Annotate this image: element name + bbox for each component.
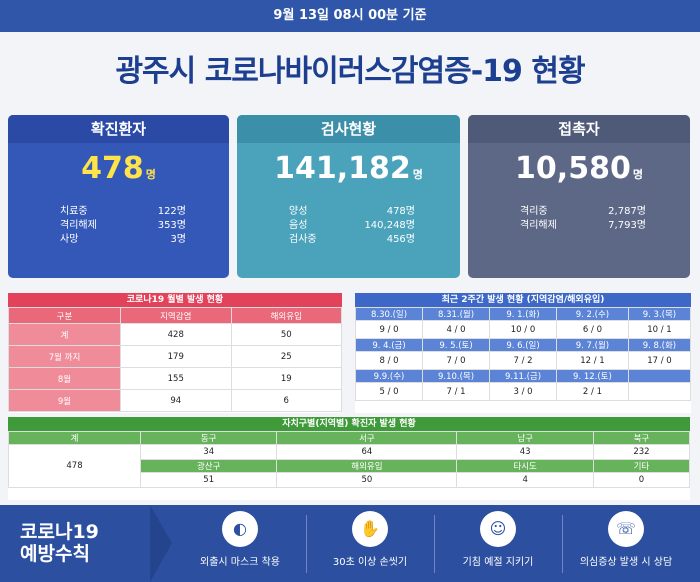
prevention-title: 코로나19 예방수칙 bbox=[20, 521, 99, 565]
table-header: 남구 bbox=[456, 431, 594, 445]
table-header: 타시도 bbox=[456, 459, 594, 473]
value-cell: 50 bbox=[276, 472, 458, 488]
value-cell: 17 / 0 bbox=[627, 351, 692, 370]
confirmed-card: 확진환자 478 명 치료중 122명 격리해제 353명 사망 3명 bbox=[8, 115, 229, 278]
page-title: 광주시 코로나바이러스감염증-19 현황 bbox=[115, 54, 585, 89]
card-title: 확진환자 bbox=[8, 115, 229, 143]
stat-row: 격리중 2,787명 bbox=[520, 206, 646, 217]
stat-row: 격리해제 7,793명 bbox=[520, 220, 646, 231]
table-header: 기타 bbox=[592, 459, 691, 473]
divider bbox=[434, 515, 435, 573]
handwash-icon: ✋ bbox=[352, 511, 388, 547]
confirmed-total: 478 명 bbox=[81, 151, 156, 186]
monthly-title: 코로나19 월별 발생 현황 bbox=[8, 293, 342, 307]
table-row: 계 428 50 bbox=[8, 323, 342, 346]
divider bbox=[306, 515, 307, 573]
stat-row: 격리해제 353명 bbox=[60, 220, 186, 231]
value-cell: 34 bbox=[139, 444, 278, 460]
divider bbox=[562, 515, 563, 573]
value-cell: 12 / 1 bbox=[556, 351, 629, 370]
date-cell: 9. 1.(화) bbox=[489, 307, 557, 321]
tests-card: 검사현황 141,182 명 양성 478명 음성 140,248명 검사중 456명 bbox=[237, 115, 460, 278]
date-cell: 9. 3.(목) bbox=[627, 307, 692, 321]
date-cell: 9. 6.(일) bbox=[489, 338, 557, 352]
value-cell: 64 bbox=[276, 444, 458, 460]
table-row: 8월 155 19 bbox=[8, 367, 342, 390]
date-cell: 9. 4.(금) bbox=[355, 338, 423, 352]
table-header: 북구 bbox=[592, 431, 691, 445]
date-cell: 9. 12.(토) bbox=[556, 369, 629, 383]
value-cell: 9 / 0 bbox=[355, 320, 423, 339]
card-title: 접촉자 bbox=[468, 115, 690, 143]
value-cell: 3 / 0 bbox=[489, 382, 557, 401]
value-cell: 6 / 0 bbox=[556, 320, 629, 339]
tip-phone: ☏ 의심증상 발생 시 상담 bbox=[562, 511, 690, 579]
value-cell: 10 / 0 bbox=[489, 320, 557, 339]
value-cell: 43 bbox=[456, 444, 594, 460]
monthly-table: 코로나19 월별 발생 현황 구분 지역감염 해외유입 계 428 50 7월 까지 17… bbox=[8, 293, 342, 413]
empty-cell bbox=[627, 369, 692, 383]
date-cell: 9. 8.(화) bbox=[627, 338, 692, 352]
tip-mask: ◐ 외출시 마스크 착용 bbox=[176, 511, 304, 579]
card-title: 검사현황 bbox=[237, 115, 460, 143]
table-header: 광산구 bbox=[139, 459, 278, 473]
weekly-table: 최근 2주간 발생 현황 (지역감염/해외유입) 8.30.(일) 8.31.(월… bbox=[355, 293, 692, 413]
date-cell: 8.30.(일) bbox=[355, 307, 423, 321]
stat-row: 양성 478명 bbox=[289, 206, 415, 217]
value-cell: 0 bbox=[592, 472, 691, 488]
district-total: 478 bbox=[8, 444, 141, 488]
table-header: 동구 bbox=[139, 431, 278, 445]
cough-icon: ☺ bbox=[480, 511, 516, 547]
table-header: 지역감염 bbox=[120, 307, 232, 324]
date-cell: 9. 5.(토) bbox=[422, 338, 490, 352]
district-table: 자치구별(지역별) 확진자 발생 현황 계 동구 서구 남구 북구 478 34… bbox=[8, 417, 691, 500]
value-cell: 51 bbox=[139, 472, 278, 488]
table-header: 구분 bbox=[8, 307, 121, 324]
tip-cough: ☺ 기침 예절 지키기 bbox=[434, 511, 562, 579]
stat-row: 음성 140,248명 bbox=[289, 220, 415, 231]
arrow-shape bbox=[150, 505, 172, 582]
table-header: 계 bbox=[8, 431, 141, 445]
table-header: 해외유입 bbox=[230, 307, 342, 324]
tests-total: 141,182 명 bbox=[274, 151, 423, 186]
phone-icon: ☏ bbox=[608, 511, 644, 547]
value-cell: 232 bbox=[592, 444, 691, 460]
empty-cell bbox=[627, 382, 692, 401]
prevention-banner: 코로나19 예방수칙 ◐ 외출시 마스크 착용 ✋ 30초 이상 손씻기 ☺ 기침 예… bbox=[0, 505, 700, 582]
stat-row: 사망 3명 bbox=[60, 234, 186, 245]
contacts-total: 10,580 명 bbox=[515, 151, 643, 186]
value-cell: 7 / 0 bbox=[422, 351, 490, 370]
stat-row: 치료중 122명 bbox=[60, 206, 186, 217]
value-cell: 7 / 1 bbox=[422, 382, 490, 401]
table-header: 해외유입 bbox=[276, 459, 458, 473]
value-cell: 7 / 2 bbox=[489, 351, 557, 370]
date-cell: 8.31.(월) bbox=[422, 307, 490, 321]
date-cell: 9.10.(목) bbox=[422, 369, 490, 383]
mask-icon: ◐ bbox=[222, 511, 258, 547]
date-banner: 9월 13일 08시 00분 기준 bbox=[0, 0, 700, 32]
date-cell: 9. 2.(수) bbox=[556, 307, 629, 321]
date-cell: 9.9.(수) bbox=[355, 369, 423, 383]
value-cell: 4 bbox=[456, 472, 594, 488]
weekly-title: 최근 2주간 발생 현황 (지역감염/해외유입) bbox=[355, 293, 691, 307]
value-cell: 5 / 0 bbox=[355, 382, 423, 401]
stat-row: 검사중 456명 bbox=[289, 234, 415, 245]
value-cell: 4 / 0 bbox=[422, 320, 490, 339]
value-cell: 8 / 0 bbox=[355, 351, 423, 370]
value-cell: 2 / 1 bbox=[556, 382, 629, 401]
tip-handwash: ✋ 30초 이상 손씻기 bbox=[306, 511, 434, 579]
table-header: 서구 bbox=[276, 431, 458, 445]
value-cell: 10 / 1 bbox=[627, 320, 692, 339]
date-cell: 9. 7.(월) bbox=[556, 338, 629, 352]
table-row: 7월 까지 179 25 bbox=[8, 345, 342, 368]
district-title: 자치구별(지역별) 확진자 발생 현황 bbox=[8, 417, 690, 431]
date-cell: 9.11.(금) bbox=[489, 369, 557, 383]
contacts-card: 접촉자 10,580 명 격리중 2,787명 격리해제 7,793명 bbox=[468, 115, 690, 278]
table-row: 9월 94 6 bbox=[8, 389, 342, 412]
